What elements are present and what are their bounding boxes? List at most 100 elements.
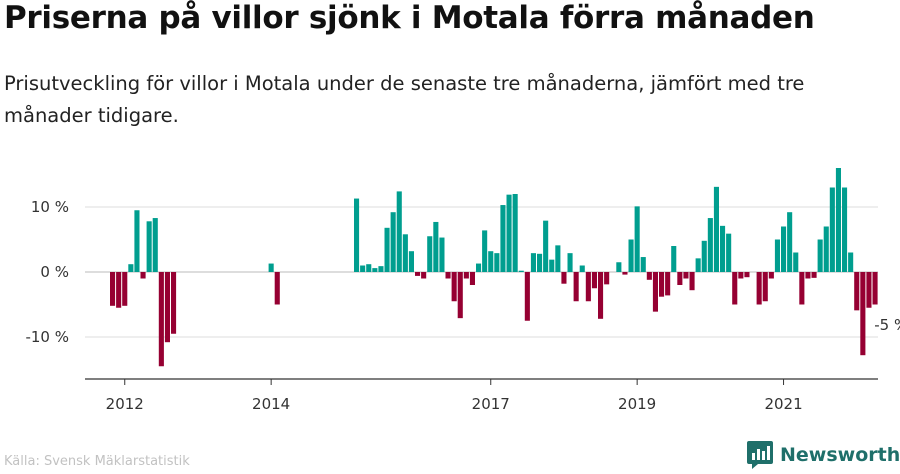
brand[interactable]: Newsworthy [746,440,900,470]
bar [384,227,390,272]
bar [579,265,585,272]
bar [268,263,274,272]
bar [823,226,829,272]
bar [171,272,177,334]
bar [707,218,713,272]
bar [274,272,280,305]
bar [488,251,494,272]
bar [738,272,744,279]
bar [415,272,421,276]
bar [726,233,732,272]
bar [158,272,164,367]
bar [811,272,817,278]
annotations: -5 % [874,316,900,334]
bar [372,268,378,272]
bar [848,252,854,272]
axes: 10 % 0 % -10 % 2012 2014 2017 2019 2021 [25,198,878,413]
bar [793,252,799,272]
bar [744,272,750,278]
bar [463,272,469,279]
bar [366,264,372,272]
bar [433,221,439,272]
bar [854,272,860,311]
bar [396,191,402,272]
chart-title: Priserna på villor sjönk i Motala förra … [4,0,815,36]
bar [695,258,701,272]
bar [787,212,793,272]
bar [585,272,591,302]
bar [756,272,762,305]
bar [500,205,506,272]
x-tick-label: 2017 [472,395,510,413]
bar [140,272,146,279]
bar [482,230,488,272]
bar [354,198,360,272]
bar [439,237,445,272]
y-tick-label: 10 % [31,198,69,216]
bar [530,253,536,272]
bar [616,262,622,272]
bar [457,272,463,319]
source-note: Källa: Svensk Mäklarstatistik [4,454,190,469]
bar [817,239,823,272]
bar [720,225,726,272]
bar [402,234,408,272]
last-value-label: -5 % [874,316,900,334]
bar [689,272,695,291]
bar [842,187,848,272]
x-tick-label: 2019 [618,395,656,413]
bar [628,239,634,272]
bar [549,259,555,272]
bar [659,272,665,297]
bar [134,210,140,272]
bar [451,272,457,302]
bar [555,245,561,272]
bar [732,272,738,305]
bar [829,187,835,272]
bar [835,168,841,272]
bar [518,270,524,272]
bar [421,272,427,279]
bar [762,272,768,302]
bar [872,272,878,305]
newsworthy-logo-icon [747,441,773,469]
bar [713,186,719,272]
bar-series [110,168,878,367]
bar [567,253,573,272]
bar [652,272,658,312]
bar [591,272,597,289]
bar [512,194,518,272]
bar [116,272,122,308]
chart-subtitle: Prisutveckling för villor i Motala under… [4,72,805,127]
bar [494,253,500,272]
bar [622,272,628,275]
bar [476,263,482,272]
bar [598,272,604,319]
bar [152,218,158,272]
bar [573,272,579,302]
x-tick-label: 2014 [252,395,290,413]
bar [128,264,134,272]
bar [408,251,414,272]
x-tick-label: 2021 [764,395,802,413]
bar [799,272,805,305]
bar [640,257,646,272]
bar [646,272,652,280]
brand-name: Newsworthy [780,444,900,466]
bar [427,236,433,272]
bar [378,266,384,272]
bar [506,194,512,272]
bar [390,212,396,272]
bar [543,220,549,272]
bar [683,272,689,279]
bar [469,272,475,285]
bar [122,272,128,306]
bar [677,272,683,285]
bar [360,265,366,272]
bar [524,272,530,321]
bar [537,253,543,272]
bar [110,272,116,306]
x-tick-label: 2012 [106,395,144,413]
bar [805,272,811,279]
